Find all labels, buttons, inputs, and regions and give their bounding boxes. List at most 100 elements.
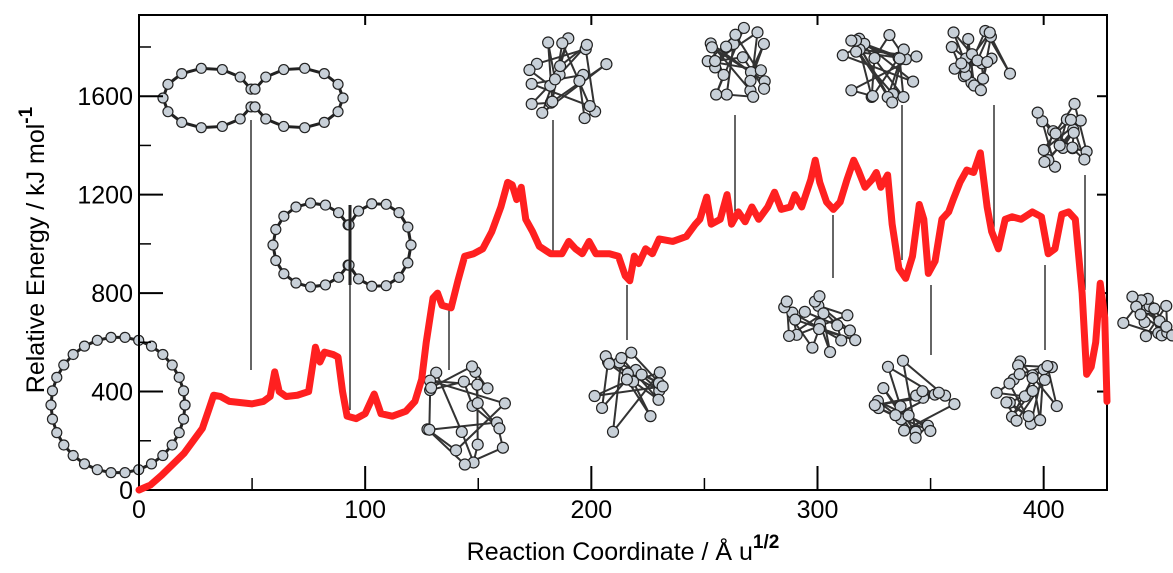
atom	[1038, 144, 1049, 155]
atom	[279, 65, 289, 75]
atom	[174, 372, 184, 382]
atom	[807, 342, 818, 353]
atom	[1068, 127, 1079, 138]
x-tick-label: 400	[1023, 496, 1065, 524]
atom	[842, 310, 853, 321]
atom	[956, 58, 967, 69]
atom	[306, 282, 316, 292]
atom	[851, 46, 862, 57]
atom	[911, 51, 922, 62]
atom	[616, 352, 627, 363]
atom	[621, 374, 632, 385]
atom	[177, 117, 187, 127]
atom	[268, 240, 278, 250]
atom	[163, 107, 173, 117]
x-tick-label: 200	[570, 496, 612, 524]
y-label-text: Relative Energy / kJ mol	[22, 124, 50, 394]
atom	[710, 56, 721, 67]
atom	[1051, 401, 1062, 412]
atom	[381, 199, 391, 209]
atom	[898, 91, 909, 102]
atom	[752, 27, 763, 38]
atom	[601, 59, 612, 70]
x-tick-label: 100	[344, 496, 386, 524]
atom	[250, 84, 260, 94]
atom	[984, 27, 995, 38]
atom	[799, 306, 810, 317]
atom	[394, 208, 404, 218]
atom	[908, 76, 919, 87]
atom	[1035, 415, 1046, 426]
atom	[706, 42, 717, 53]
atom	[158, 451, 168, 461]
atom	[381, 281, 391, 291]
atom	[279, 121, 289, 131]
atom	[869, 53, 880, 64]
atom	[1135, 309, 1146, 320]
atom	[291, 278, 301, 288]
atom	[367, 281, 377, 291]
atom	[68, 451, 78, 461]
atom	[917, 386, 928, 397]
atom	[963, 33, 974, 44]
atom	[319, 117, 329, 127]
atom	[334, 272, 344, 282]
atom	[818, 308, 829, 319]
atom	[466, 361, 477, 372]
atom	[657, 381, 668, 392]
atom	[235, 72, 245, 82]
atom	[526, 98, 537, 109]
atom	[52, 372, 62, 382]
atom	[250, 102, 260, 112]
atom	[850, 335, 861, 346]
atom	[291, 202, 301, 212]
atom	[338, 93, 348, 103]
atom	[537, 107, 548, 118]
atom	[354, 274, 364, 284]
atom	[451, 445, 462, 456]
atom	[890, 410, 901, 421]
atom	[721, 89, 732, 100]
y-axis-label: Relative Energy / kJ mol-1	[16, 106, 50, 393]
atom	[59, 440, 69, 450]
atom	[1167, 330, 1173, 341]
x-label-sup: 1/2	[753, 532, 779, 553]
atom	[319, 69, 329, 79]
atom	[1039, 374, 1050, 385]
y-label-sup: -1	[16, 106, 37, 123]
atom	[846, 85, 857, 96]
atom	[179, 414, 189, 424]
atom	[279, 269, 289, 279]
atom	[711, 89, 722, 100]
atom	[46, 400, 56, 410]
atom	[1149, 303, 1160, 314]
atom	[472, 398, 483, 409]
atom	[825, 347, 836, 358]
atom	[878, 383, 889, 394]
atom	[47, 414, 57, 424]
atom	[1118, 317, 1129, 328]
atom	[179, 386, 189, 396]
atom	[557, 38, 568, 49]
atom	[261, 72, 271, 82]
atom	[547, 96, 558, 107]
atom	[579, 113, 590, 124]
atom	[899, 425, 910, 436]
atom	[597, 402, 608, 413]
y-tick-label: 400	[91, 379, 133, 407]
atom	[903, 410, 914, 421]
atom	[745, 75, 756, 86]
y-tick-label: 800	[91, 280, 133, 308]
atom	[403, 222, 413, 232]
atom	[456, 426, 467, 437]
chart: Reaction Coordinate / Å u1/2 Relative En…	[0, 0, 1173, 568]
atom	[832, 320, 843, 331]
y-tick-label: 1600	[77, 83, 133, 111]
atom	[406, 240, 416, 250]
atom	[846, 35, 857, 46]
atom	[975, 85, 986, 96]
atom	[1065, 114, 1076, 125]
atom	[472, 439, 483, 450]
atom	[1027, 385, 1038, 396]
atom	[836, 335, 847, 346]
